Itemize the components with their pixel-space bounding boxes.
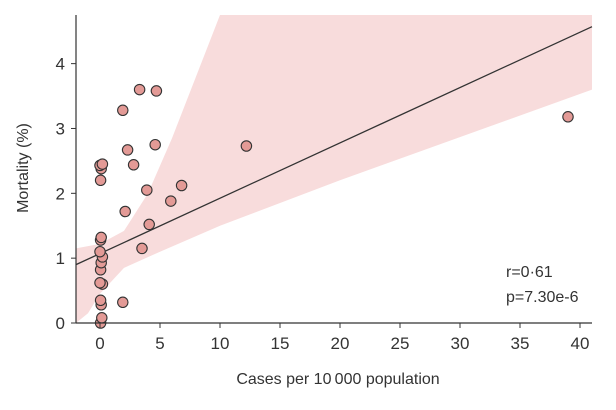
data-point	[150, 85, 163, 97]
data-point	[133, 83, 146, 96]
data-point	[141, 184, 153, 196]
confidence-band	[76, 15, 592, 323]
y-tick-label: 1	[56, 249, 65, 268]
x-tick-label: 5	[155, 334, 164, 353]
x-tick-label: 35	[511, 334, 530, 353]
data-point	[143, 218, 155, 231]
data-point	[136, 242, 148, 255]
y-axis-label: Mortality (%)	[15, 123, 32, 213]
data-point	[117, 104, 129, 117]
data-point	[562, 111, 574, 123]
y-tick-label: 3	[56, 119, 65, 138]
data-point	[119, 205, 131, 218]
y-tick-label: 2	[56, 184, 65, 203]
data-point	[127, 159, 140, 171]
data-point	[165, 195, 177, 207]
x-tick-label: 25	[391, 334, 410, 353]
data-point	[121, 144, 134, 156]
data-point	[94, 294, 107, 307]
data-point	[117, 296, 129, 309]
confidence-band-layer	[76, 15, 592, 323]
y-tick-label: 0	[56, 314, 65, 333]
x-tick-label: 10	[211, 334, 230, 353]
x-axis-label: Cases per 10 000 population	[236, 371, 439, 388]
x-tick-label: 20	[331, 334, 350, 353]
x-tick-label: 40	[571, 334, 590, 353]
data-point	[96, 158, 109, 170]
x-tick-label: 30	[451, 334, 470, 353]
y-tick-label: 4	[56, 55, 65, 74]
fit-line-layer	[75, 26, 593, 266]
data-point	[94, 245, 106, 258]
data-point	[94, 174, 107, 187]
data-points-layer	[94, 83, 574, 329]
data-point	[96, 312, 108, 324]
axes-layer	[71, 15, 592, 328]
tick-labels-layer: 0 5 10 15 20 25 30 35 40 0 1 2 3 4	[56, 55, 590, 353]
data-point	[175, 179, 188, 192]
correlation-annotation: r=0·61	[506, 264, 553, 281]
regression-line	[75, 26, 593, 266]
p-value-annotation: p=7.30e-6	[506, 289, 579, 306]
data-point	[95, 231, 107, 244]
data-point	[149, 138, 161, 151]
data-point	[240, 140, 253, 152]
data-point	[94, 277, 106, 289]
x-tick-label: 15	[271, 334, 290, 353]
x-tick-label: 0	[95, 334, 104, 353]
